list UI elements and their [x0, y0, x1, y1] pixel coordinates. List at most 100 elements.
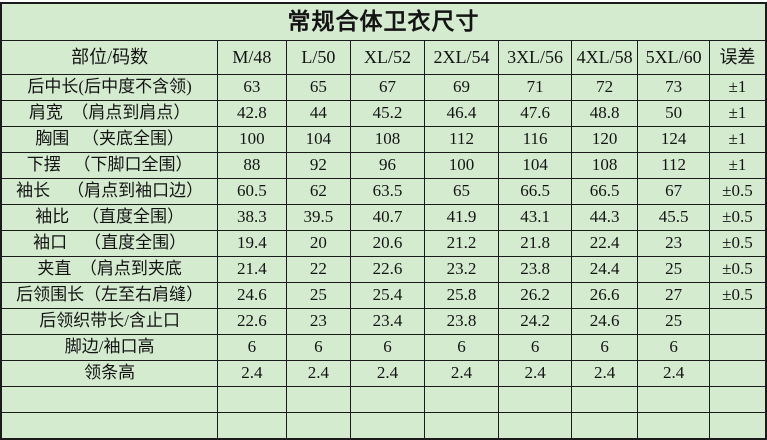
value-cell: 41.9	[423, 204, 500, 231]
value-cell: 23	[637, 230, 710, 257]
value-cell: 39.5	[285, 204, 352, 231]
value-cell: 2.4	[217, 360, 287, 387]
table-row: 胸围 （夹底全围） 100 104 108 112 116 120 124 ±1	[0, 126, 767, 153]
value-cell: 23.8	[498, 256, 572, 283]
value-cell: 23.8	[423, 308, 500, 335]
row-label: 后领织带长/含止口	[0, 308, 219, 335]
value-cell: 22.4	[570, 230, 639, 257]
value-cell: 22.6	[350, 256, 425, 283]
value-cell: 88	[217, 152, 287, 179]
value-cell: 108	[350, 126, 425, 153]
header-part-size: 部位/码数	[0, 40, 219, 75]
value-cell: 43.1	[498, 204, 572, 231]
table-row: 袖比 （直度全围） 38.3 39.5 40.7 41.9 43.1 44.3 45.5 ±0.…	[0, 204, 767, 231]
value-cell: 100	[217, 126, 287, 153]
table-row: 肩宽 （肩点到肩点） 42.8 44 45.2 46.4 47.6 48.8 50 ±1	[0, 100, 767, 127]
table-row: 后领织带长/含止口 22.6 23 23.4 23.8 24.2 24.6 25	[0, 308, 767, 335]
header-size-3XL-56: 3XL/56	[498, 40, 572, 75]
table-row: 脚边/袖口高 6 6 6 6 6 6 6	[0, 334, 767, 361]
header-tolerance: 误差	[708, 40, 767, 75]
value-cell: 24.4	[570, 256, 639, 283]
row-label: 袖比 （直度全围）	[0, 204, 219, 231]
value-cell: 104	[498, 152, 572, 179]
value-cell: 24.6	[217, 282, 287, 309]
value-cell	[570, 386, 639, 413]
value-cell: 6	[570, 334, 639, 361]
table-body: 后中长(后中度不含领) 63 65 67 69 71 72 73 ±1 肩宽 （肩点到肩点） 42.…	[0, 74, 767, 440]
value-cell: 2.4	[423, 360, 500, 387]
value-cell: 22	[285, 256, 352, 283]
row-label: 脚边/袖口高	[0, 334, 219, 361]
value-cell: 2.4	[570, 360, 639, 387]
value-cell: 104	[285, 126, 352, 153]
value-cell: 25	[637, 256, 710, 283]
value-cell	[350, 386, 425, 413]
value-cell: 112	[423, 126, 500, 153]
header-size-XL-52: XL/52	[350, 40, 425, 75]
value-cell	[217, 386, 287, 413]
value-cell: 67	[637, 178, 710, 205]
value-cell: 66.5	[498, 178, 572, 205]
row-label	[0, 386, 219, 413]
value-cell: 108	[570, 152, 639, 179]
value-cell: 21.8	[498, 230, 572, 257]
value-cell: 40.7	[350, 204, 425, 231]
value-cell: 96	[350, 152, 425, 179]
value-cell: 124	[637, 126, 710, 153]
value-cell: 69	[423, 74, 500, 101]
value-cell: 112	[637, 152, 710, 179]
value-cell: 24.6	[570, 308, 639, 335]
value-cell: 23	[285, 308, 352, 335]
value-cell	[350, 412, 425, 440]
value-cell: 23.4	[350, 308, 425, 335]
table-row: 后领围长（左至右肩缝） 24.6 25 25.4 25.8 26.2 26.6 27 ±0.5	[0, 282, 767, 309]
value-cell: 72	[570, 74, 639, 101]
value-cell: 6	[498, 334, 572, 361]
value-cell: 25	[637, 308, 710, 335]
value-cell: 120	[570, 126, 639, 153]
tolerance-cell: ±0.5	[708, 256, 767, 283]
tolerance-cell: ±0.5	[708, 204, 767, 231]
value-cell: 45.2	[350, 100, 425, 127]
value-cell: 27	[637, 282, 710, 309]
value-cell: 23.2	[423, 256, 500, 283]
value-cell: 73	[637, 74, 710, 101]
value-cell: 2.4	[498, 360, 572, 387]
value-cell: 25	[285, 282, 352, 309]
table-row	[0, 386, 767, 413]
row-label: 夹直 （肩点到夹底	[0, 256, 219, 283]
tolerance-cell	[708, 386, 767, 413]
value-cell: 44.3	[570, 204, 639, 231]
tolerance-cell: ±1	[708, 126, 767, 153]
header-row: 部位/码数 M/48 L/50 XL/52 2XL/54 3XL/56 4XL/58 5XL/…	[0, 40, 767, 75]
value-cell: 26.6	[570, 282, 639, 309]
tolerance-cell	[708, 334, 767, 361]
value-cell: 6	[217, 334, 287, 361]
tolerance-cell: ±0.5	[708, 230, 767, 257]
tolerance-cell: ±0.5	[708, 282, 767, 309]
tolerance-cell: ±0.5	[708, 178, 767, 205]
row-label: 肩宽 （肩点到肩点）	[0, 100, 219, 127]
tolerance-cell	[708, 308, 767, 335]
table-row: 夹直 （肩点到夹底 21.4 22 22.6 23.2 23.8 24.4 25 ±0.5	[0, 256, 767, 283]
value-cell: 2.4	[285, 360, 352, 387]
row-label: 后中长(后中度不含领)	[0, 74, 219, 101]
value-cell: 6	[350, 334, 425, 361]
value-cell: 92	[285, 152, 352, 179]
value-cell: 46.4	[423, 100, 500, 127]
value-cell	[570, 412, 639, 440]
tolerance-cell	[708, 412, 767, 440]
value-cell	[423, 412, 500, 440]
value-cell	[637, 412, 710, 440]
value-cell: 100	[423, 152, 500, 179]
row-label	[0, 412, 219, 440]
value-cell: 19.4	[217, 230, 287, 257]
value-cell: 62	[285, 178, 352, 205]
value-cell	[285, 412, 352, 440]
table-row: 下摆 （下脚口全围） 88 92 96 100 104 108 112 ±1	[0, 152, 767, 179]
value-cell: 6	[285, 334, 352, 361]
tolerance-cell: ±1	[708, 100, 767, 127]
value-cell: 66.5	[570, 178, 639, 205]
